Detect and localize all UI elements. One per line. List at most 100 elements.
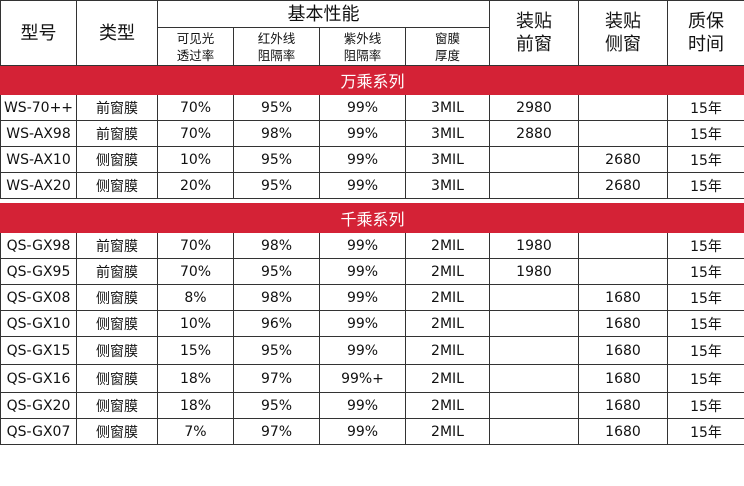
cell-vlt: 70% — [157, 258, 234, 285]
cell-front — [489, 310, 579, 337]
cell-type: 前窗膜 — [76, 120, 158, 147]
cell-front — [489, 418, 579, 445]
section-header-row: 万乘系列 — [0, 65, 744, 95]
cell-side — [578, 232, 668, 259]
cell-type: 前窗膜 — [76, 258, 158, 285]
cell-type: 侧窗膜 — [76, 336, 158, 365]
cell-model: QS-GX20 — [0, 392, 77, 419]
cell-front — [489, 336, 579, 365]
cell-thickness: 2MIL — [405, 418, 490, 445]
cell-warranty: 15年 — [667, 120, 744, 147]
cell-irr: 97% — [233, 364, 320, 393]
cell-thickness: 2MIL — [405, 364, 490, 393]
cell-type: 侧窗膜 — [76, 146, 158, 173]
cell-side — [578, 120, 668, 147]
cell-model: QS-GX98 — [0, 232, 77, 259]
cell-model: QS-GX08 — [0, 284, 77, 311]
table-row: QS-GX16 侧窗膜 18% 97% 99%+ 2MIL 1680 15年 — [0, 364, 744, 393]
cell-warranty: 15年 — [667, 146, 744, 173]
cell-vlt: 8% — [157, 284, 234, 311]
cell-thickness: 3MIL — [405, 146, 490, 173]
cell-uvr: 99% — [319, 258, 406, 285]
cell-thickness: 2MIL — [405, 310, 490, 337]
cell-irr: 95% — [233, 258, 320, 285]
cell-vlt: 20% — [157, 172, 234, 199]
cell-front — [489, 146, 579, 173]
cell-thickness: 2MIL — [405, 336, 490, 365]
cell-front: 1980 — [489, 258, 579, 285]
cell-thickness: 3MIL — [405, 120, 490, 147]
cell-thickness: 3MIL — [405, 94, 490, 121]
cell-uvr: 99% — [319, 418, 406, 445]
film-price-table: 型号 类型 基本性能 装贴 前窗 装贴 侧窗 质保 时间 可见光 透过率 红外线 阻隔率 … — [0, 0, 744, 445]
cell-warranty: 15年 — [667, 392, 744, 419]
header-model: 型号 — [0, 0, 77, 66]
cell-side: 2680 — [578, 172, 668, 199]
section-header-row: 千乘系列 — [0, 203, 744, 233]
cell-front: 1980 — [489, 232, 579, 259]
cell-type: 侧窗膜 — [76, 172, 158, 199]
cell-front — [489, 172, 579, 199]
cell-model: QS-GX10 — [0, 310, 77, 337]
table-row: QS-GX07 侧窗膜 7% 97% 99% 2MIL 1680 15年 — [0, 418, 744, 445]
cell-vlt: 7% — [157, 418, 234, 445]
cell-front: 2880 — [489, 120, 579, 147]
cell-uvr: 99% — [319, 232, 406, 259]
cell-warranty: 15年 — [667, 418, 744, 445]
cell-vlt: 70% — [157, 120, 234, 147]
table-row: QS-GX20 侧窗膜 18% 95% 99% 2MIL 1680 15年 — [0, 392, 744, 419]
cell-model: WS-AX10 — [0, 146, 77, 173]
cell-warranty: 15年 — [667, 94, 744, 121]
cell-model: WS-70++ — [0, 94, 77, 121]
cell-warranty: 15年 — [667, 284, 744, 311]
cell-uvr: 99% — [319, 284, 406, 311]
cell-thickness: 2MIL — [405, 258, 490, 285]
cell-irr: 95% — [233, 94, 320, 121]
cell-type: 侧窗膜 — [76, 310, 158, 337]
cell-vlt: 18% — [157, 364, 234, 393]
cell-warranty: 15年 — [667, 364, 744, 393]
cell-warranty: 15年 — [667, 310, 744, 337]
table-row: WS-AX10 侧窗膜 10% 95% 99% 3MIL 2680 15年 — [0, 146, 744, 173]
cell-vlt: 10% — [157, 310, 234, 337]
cell-type: 侧窗膜 — [76, 418, 158, 445]
header-side-install: 装贴 侧窗 — [578, 0, 668, 66]
cell-type: 前窗膜 — [76, 94, 158, 121]
section-title: 千乘系列 — [0, 203, 744, 233]
cell-model: QS-GX07 — [0, 418, 77, 445]
header-front-install: 装贴 前窗 — [489, 0, 579, 66]
cell-uvr: 99% — [319, 94, 406, 121]
cell-side: 1680 — [578, 364, 668, 393]
table-row: QS-GX95 前窗膜 70% 95% 99% 2MIL 1980 15年 — [0, 258, 744, 285]
header-warranty: 质保 时间 — [667, 0, 744, 66]
table-body: 万乘系列 WS-70++ 前窗膜 70% 95% 99% 3MIL 2980 15年 WS-AX9… — [0, 65, 744, 445]
cell-thickness: 2MIL — [405, 392, 490, 419]
cell-side: 1680 — [578, 336, 668, 365]
cell-side — [578, 258, 668, 285]
cell-vlt: 10% — [157, 146, 234, 173]
cell-model: QS-GX15 — [0, 336, 77, 365]
cell-irr: 95% — [233, 172, 320, 199]
cell-thickness: 3MIL — [405, 172, 490, 199]
table-row: QS-GX15 侧窗膜 15% 95% 99% 2MIL 1680 15年 — [0, 336, 744, 365]
cell-vlt: 15% — [157, 336, 234, 365]
cell-model: WS-AX98 — [0, 120, 77, 147]
cell-front — [489, 284, 579, 311]
cell-uvr: 99%+ — [319, 364, 406, 393]
cell-vlt: 70% — [157, 94, 234, 121]
cell-uvr: 99% — [319, 336, 406, 365]
table-row: WS-70++ 前窗膜 70% 95% 99% 3MIL 2980 15年 — [0, 94, 744, 121]
cell-type: 前窗膜 — [76, 232, 158, 259]
cell-uvr: 99% — [319, 146, 406, 173]
cell-uvr: 99% — [319, 120, 406, 147]
cell-front: 2980 — [489, 94, 579, 121]
cell-model: QS-GX16 — [0, 364, 77, 393]
cell-model: QS-GX95 — [0, 258, 77, 285]
header-vlt: 可见光 透过率 — [157, 27, 234, 66]
cell-side: 1680 — [578, 310, 668, 337]
cell-side — [578, 94, 668, 121]
cell-irr: 95% — [233, 392, 320, 419]
header-uvr: 紫外线 阻隔率 — [319, 27, 406, 66]
cell-irr: 97% — [233, 418, 320, 445]
cell-side: 1680 — [578, 418, 668, 445]
